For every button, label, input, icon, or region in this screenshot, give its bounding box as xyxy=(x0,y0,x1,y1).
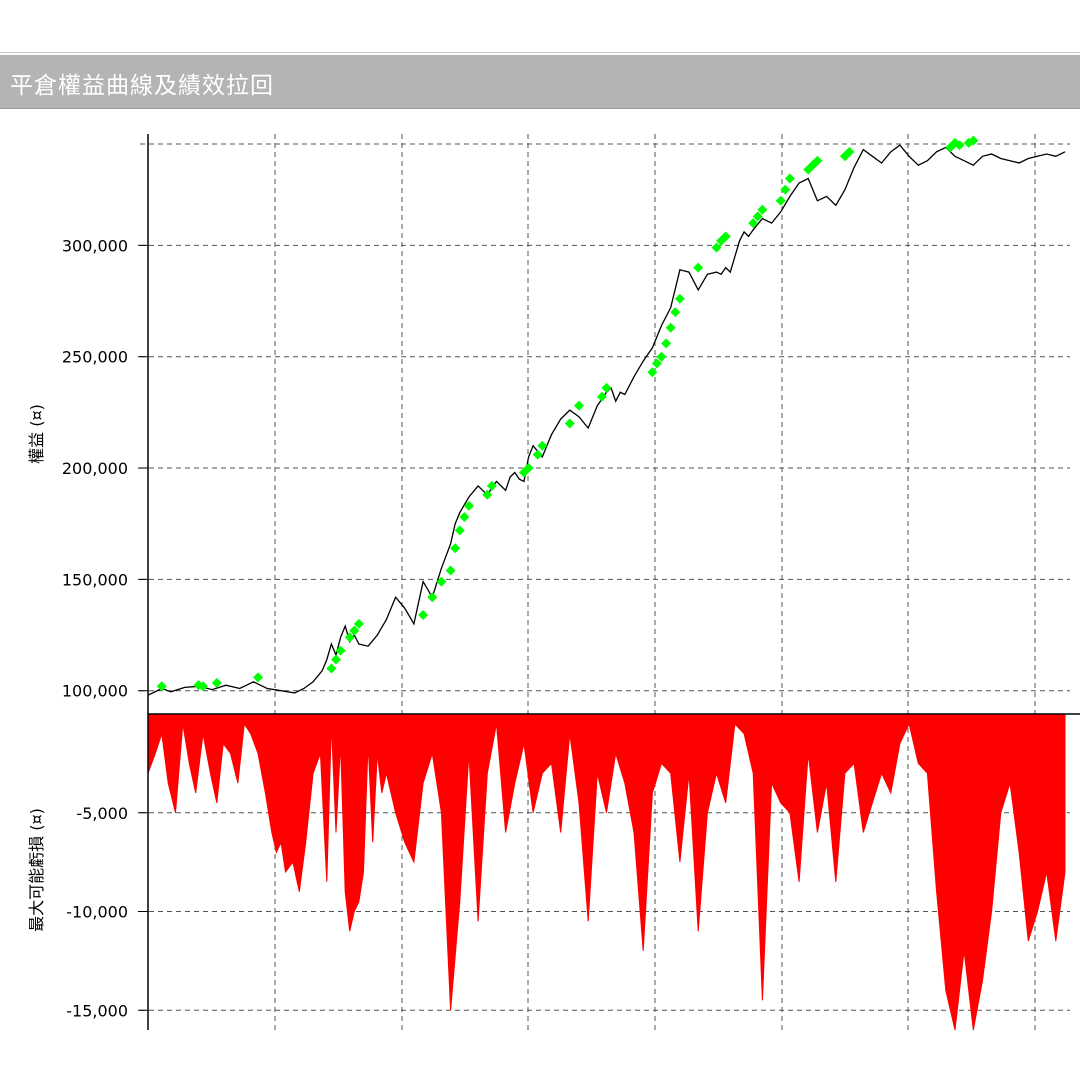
new-high-marker xyxy=(445,565,456,576)
new-high-marker xyxy=(661,338,672,349)
new-high-marker xyxy=(532,449,543,460)
equity-drawdown-chart: 100,000 150,000 200,000 250,000 300,000 -5,00… xyxy=(27,134,1080,1031)
drawdown-axis-title: 最大可能虧損 (¤) xyxy=(27,808,46,932)
drawdown-series xyxy=(147,713,1066,1031)
new-high-marker xyxy=(454,525,465,536)
new-high-marker xyxy=(812,155,823,166)
new-high-marker xyxy=(537,440,548,451)
new-high-marker xyxy=(844,146,855,157)
tick-labels: 100,000 150,000 200,000 250,000 300,000 -5,00… xyxy=(62,236,128,1020)
new-high-marker xyxy=(344,632,355,643)
new-high-marker xyxy=(436,576,447,587)
new-high-marker xyxy=(752,211,763,222)
y-tick-label: 100,000 xyxy=(62,682,128,701)
new-high-marker xyxy=(486,480,497,491)
y-tick-label: -10,000 xyxy=(66,903,128,922)
y-tick-label: 150,000 xyxy=(62,570,128,589)
new-high-marker xyxy=(670,307,681,318)
y-tick-label: -5,000 xyxy=(76,804,128,823)
new-high-marker xyxy=(748,218,759,229)
new-high-marker xyxy=(963,137,974,148)
new-high-marker xyxy=(693,262,704,273)
new-high-marker xyxy=(330,654,341,665)
y-tick-label: -15,000 xyxy=(66,1001,128,1020)
y-tick-label: 200,000 xyxy=(62,459,128,478)
new-high-marker xyxy=(780,184,791,195)
new-high-marker xyxy=(427,592,438,603)
new-high-marker xyxy=(601,382,612,393)
new-high-marker xyxy=(716,235,727,246)
new-high-marker xyxy=(651,358,662,369)
divider xyxy=(0,52,1080,53)
new-high-marker xyxy=(353,618,364,629)
new-high-marker xyxy=(775,195,786,206)
y-tick-label: 300,000 xyxy=(62,236,128,255)
new-high-marker xyxy=(968,135,979,146)
drawdown-area xyxy=(147,713,1066,1031)
new-high-marker xyxy=(564,418,575,429)
grid xyxy=(140,134,1070,1030)
new-high-marker xyxy=(523,463,534,474)
new-high-marker xyxy=(463,500,474,511)
new-high-marker xyxy=(839,151,850,162)
equity-curve xyxy=(147,144,1066,696)
panel-header: 平倉權益曲線及績效拉回 xyxy=(0,55,1080,109)
new-high-marker xyxy=(482,489,493,500)
new-high-marker xyxy=(573,400,584,411)
new-high-marker xyxy=(757,204,768,215)
equity-series xyxy=(147,144,1066,696)
new-high-marker xyxy=(335,645,346,656)
new-high-marker xyxy=(253,672,264,683)
new-high-marker xyxy=(784,173,795,184)
new-high-marker xyxy=(198,681,209,692)
new-high-marker xyxy=(711,242,722,253)
new-high-marker xyxy=(349,625,360,636)
new-high-marker xyxy=(954,140,965,151)
new-high-marker xyxy=(665,322,676,333)
new-high-markers xyxy=(156,135,979,692)
new-high-marker xyxy=(674,293,685,304)
new-high-marker xyxy=(211,677,222,688)
y-tick-label: 250,000 xyxy=(62,348,128,367)
new-high-marker xyxy=(459,512,470,523)
new-high-marker xyxy=(450,543,461,554)
new-high-marker xyxy=(418,610,429,621)
equity-axis-title: 權益 (¤) xyxy=(27,404,46,464)
new-high-marker xyxy=(647,367,658,378)
new-high-marker xyxy=(720,231,731,242)
axes xyxy=(138,134,1080,1030)
new-high-marker xyxy=(156,681,167,692)
new-high-marker xyxy=(596,391,607,402)
new-high-marker xyxy=(326,663,337,674)
new-high-marker xyxy=(656,351,667,362)
panel-title: 平倉權益曲線及績效拉回 xyxy=(10,73,274,99)
